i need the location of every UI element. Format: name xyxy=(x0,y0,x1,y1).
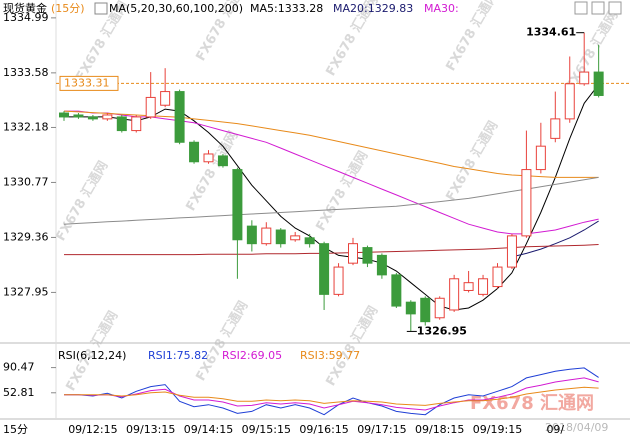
candle-body xyxy=(348,243,358,264)
candle-body xyxy=(478,278,489,295)
x-tick-label: 09/19:15 xyxy=(473,423,522,436)
y-tick-label: 1332.18 xyxy=(3,120,49,133)
x-tick-label: 09/15:15 xyxy=(242,423,291,436)
rsi-line xyxy=(64,386,599,406)
candle-body xyxy=(232,169,243,241)
candle-body xyxy=(420,297,431,323)
icon-button[interactable] xyxy=(591,1,605,15)
x-tick-label: 09/ xyxy=(546,423,564,436)
last-price-label: 1333.31 xyxy=(64,76,110,89)
ma30-label: MA30: xyxy=(424,2,459,15)
x-tick-label: 09/18:15 xyxy=(415,423,464,436)
candle-body xyxy=(405,301,416,315)
candle-body xyxy=(564,83,575,120)
period-selector[interactable]: 15分 xyxy=(3,423,28,436)
period: (15分) xyxy=(51,2,85,15)
rsi-header: RSI(6,12,24) RSI1:75.82 RSI2:69.05 RSI3:… xyxy=(58,349,360,362)
candle-body xyxy=(579,71,590,85)
candle-body xyxy=(246,225,257,245)
candle-body xyxy=(304,237,315,245)
ma5-label: MA5:1333.28 xyxy=(250,2,323,15)
candle-body xyxy=(376,254,387,276)
candle-body xyxy=(463,282,474,291)
candle-body xyxy=(290,235,301,241)
candle-body xyxy=(449,278,460,311)
candle-body xyxy=(131,116,142,132)
x-tick-label: 09/17:15 xyxy=(357,423,406,436)
x-tick-label: 09/13:15 xyxy=(126,423,175,436)
y-tick-label: 1334.99 xyxy=(3,11,49,24)
rsi-label: RSI(6,12,24) xyxy=(58,349,126,362)
high-annotation: 1334.61 xyxy=(526,26,576,39)
candle-body xyxy=(145,96,156,118)
y-tick-label: 1330.77 xyxy=(3,175,49,188)
y-tick-label: 52.81 xyxy=(3,386,35,399)
rsi1-label: RSI1:75.82 xyxy=(148,349,208,362)
candle-body xyxy=(319,243,330,295)
candle-body xyxy=(593,71,604,96)
candle-body xyxy=(102,114,113,120)
icon-button[interactable] xyxy=(574,1,588,15)
date-watermark: 2018/04/09 xyxy=(545,421,608,434)
ma-line xyxy=(63,176,599,225)
ma-line xyxy=(511,220,599,258)
candle-body xyxy=(535,145,546,171)
x-tick-label: 09/14:15 xyxy=(184,423,233,436)
low-annotation: 1326.95 xyxy=(417,324,467,337)
candle-body xyxy=(333,266,344,295)
y-tick-label: 1327.95 xyxy=(3,285,49,298)
ma-icon[interactable] xyxy=(94,2,108,15)
ma-label: MA(5,20,30,60,100,200) xyxy=(109,2,243,15)
candle-body xyxy=(275,229,286,245)
header: 现货黄金 (15分) MA(5,20,30,60,100,200) MA5:13… xyxy=(3,1,622,15)
candle-body xyxy=(492,266,503,288)
ma20-label: MA20:1329.83 xyxy=(333,2,413,15)
logo-watermark: FX678 汇通网 xyxy=(470,393,594,414)
y-tick-label: 1329.36 xyxy=(3,230,49,243)
rsi3-label: RSI3:59.77 xyxy=(300,349,360,362)
candle-body xyxy=(391,274,402,307)
rsi2-label: RSI2:69.05 xyxy=(222,349,282,362)
y-tick-label: 90.47 xyxy=(3,361,35,374)
last-price-box xyxy=(59,75,119,91)
candle-body xyxy=(174,91,185,143)
candle-body xyxy=(506,235,517,268)
rsi-line xyxy=(64,367,599,416)
icon-button[interactable] xyxy=(608,1,622,15)
rsi-line xyxy=(64,377,599,411)
candle-body xyxy=(203,153,214,163)
title: 现货黄金 xyxy=(3,1,47,15)
candle-body xyxy=(59,112,69,118)
candle-body xyxy=(362,247,373,264)
candle-body xyxy=(73,114,84,118)
candle-body xyxy=(261,227,272,245)
y-tick-label: 1333.58 xyxy=(3,66,49,79)
candle-body xyxy=(87,116,98,120)
x-tick-label: 09/16:15 xyxy=(299,423,348,436)
candle-body xyxy=(521,169,532,237)
candle-body xyxy=(116,116,127,132)
candle-body xyxy=(189,141,200,163)
x-tick-label: 09/12:15 xyxy=(68,423,117,436)
candle-body xyxy=(160,91,171,106)
candle-body xyxy=(217,155,228,167)
candle-body xyxy=(434,297,445,319)
candle-body xyxy=(550,118,561,139)
